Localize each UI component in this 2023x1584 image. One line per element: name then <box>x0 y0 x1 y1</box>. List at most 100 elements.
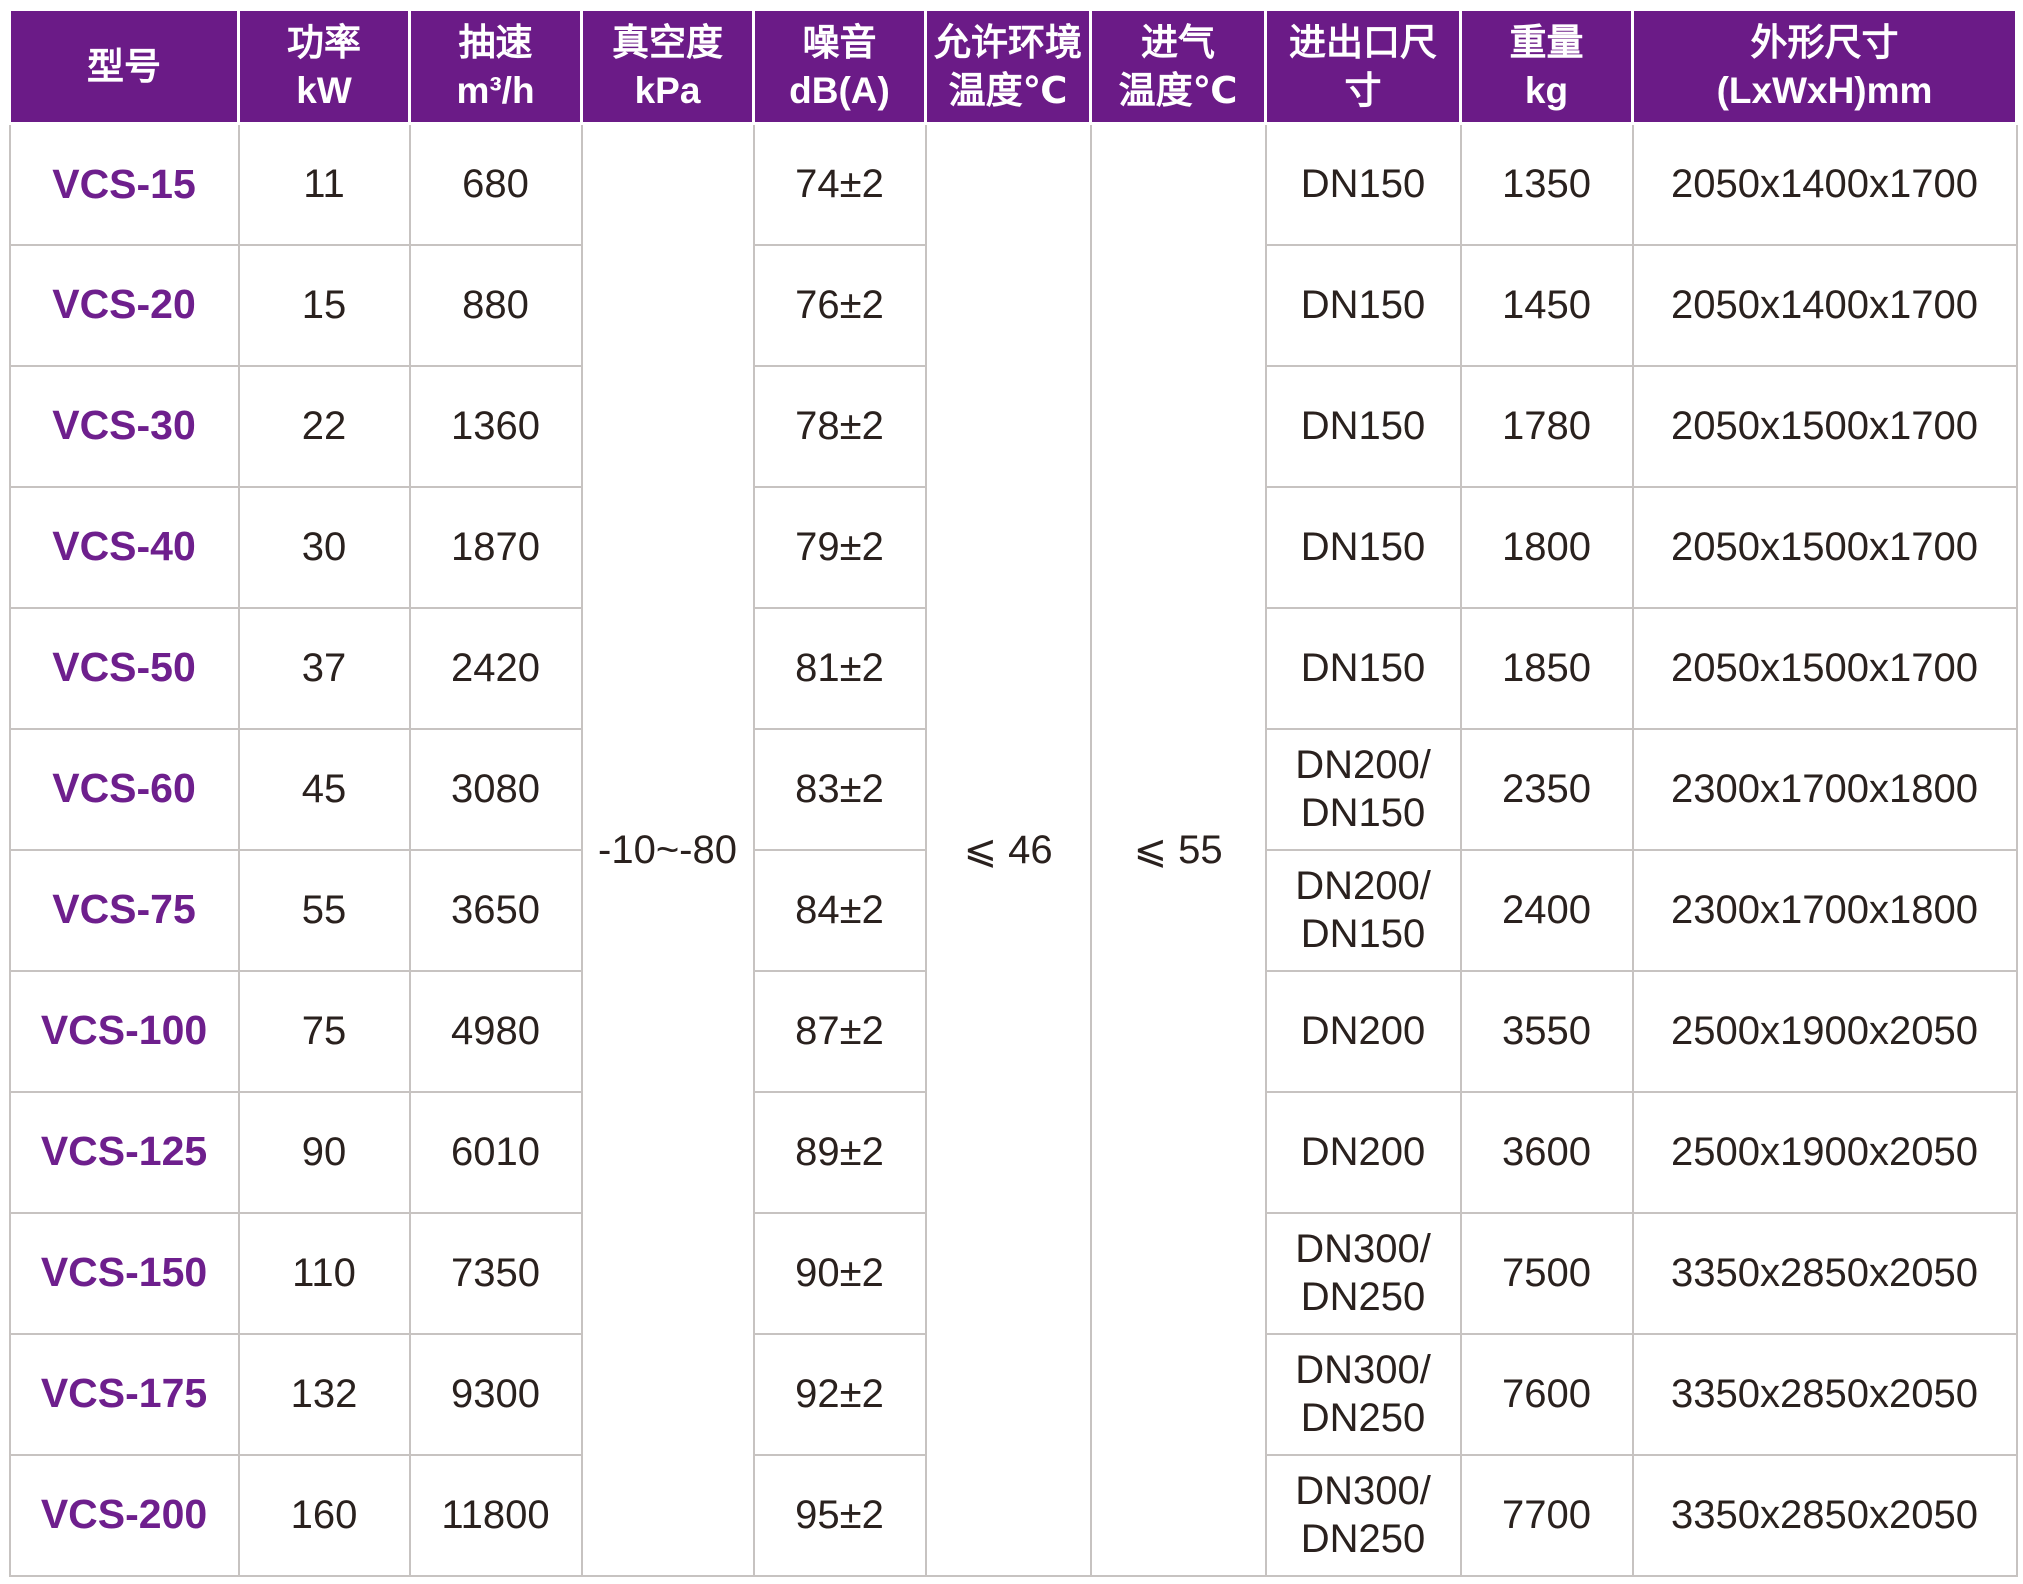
table-row: VCS-50 37 2420 81±2 DN150 1850 2050x1500… <box>8 606 2018 730</box>
speed-cell: 9300 <box>408 1332 583 1456</box>
noise-cell: 92±2 <box>752 1332 927 1456</box>
model-cell: VCS-50 <box>8 606 240 730</box>
speed-cell: 7350 <box>408 1211 583 1335</box>
vacuum-merged-cell: -10~-80 <box>580 122 755 1577</box>
noise-cell: 83±2 <box>752 727 927 851</box>
col-header-ambient-temp: 允许环境 温度℃ <box>924 8 1092 125</box>
dimensions-cell: 2050x1500x1700 <box>1631 485 2018 609</box>
ports-cell: DN200 <box>1264 969 1462 1093</box>
col-header-model: 型号 <box>8 8 240 125</box>
ports-cell: DN150 <box>1264 122 1462 246</box>
speed-cell: 880 <box>408 243 583 367</box>
ports-cell: DN300/DN250 <box>1264 1453 1462 1577</box>
weight-cell: 7500 <box>1459 1211 1634 1335</box>
speed-cell: 680 <box>408 122 583 246</box>
power-cell: 37 <box>237 606 411 730</box>
weight-cell: 1850 <box>1459 606 1634 730</box>
dimensions-cell: 2050x1400x1700 <box>1631 122 2018 246</box>
table-row: VCS-15 11 680 -10~-80 74±2 ⩽ 46 ⩽ 55 DN1… <box>8 122 2018 1577</box>
weight-cell: 3600 <box>1459 1090 1634 1214</box>
weight-cell: 7600 <box>1459 1332 1634 1456</box>
weight-cell: 2350 <box>1459 727 1634 851</box>
dimensions-cell: 3350x2850x2050 <box>1631 1332 2018 1456</box>
model-cell: VCS-40 <box>8 485 240 609</box>
noise-cell: 87±2 <box>752 969 927 1093</box>
power-cell: 55 <box>237 848 411 972</box>
dimensions-cell: 2050x1500x1700 <box>1631 606 2018 730</box>
ambient-temp-merged-cell: ⩽ 46 <box>924 122 1092 1577</box>
power-cell: 160 <box>237 1453 411 1577</box>
weight-cell: 1350 <box>1459 122 1634 246</box>
col-header-power: 功率 kW <box>237 8 411 125</box>
ports-cell: DN150 <box>1264 364 1462 488</box>
table-row: VCS-60 45 3080 83±2 DN200/DN150 2350 230… <box>8 727 2018 851</box>
col-header-weight: 重量 kg <box>1459 8 1634 125</box>
ports-cell: DN300/DN250 <box>1264 1332 1462 1456</box>
noise-cell: 81±2 <box>752 606 927 730</box>
speed-cell: 11800 <box>408 1453 583 1577</box>
speed-cell: 3080 <box>408 727 583 851</box>
speed-cell: 3650 <box>408 848 583 972</box>
ports-cell: DN200/DN150 <box>1264 727 1462 851</box>
table-row: VCS-175 132 9300 92±2 DN300/DN250 7600 3… <box>8 1332 2018 1456</box>
power-cell: 15 <box>237 243 411 367</box>
table-row: VCS-75 55 3650 84±2 DN200/DN150 2400 230… <box>8 848 2018 972</box>
table-row: VCS-100 75 4980 87±2 DN200 3550 2500x190… <box>8 969 2018 1093</box>
table-header-row: 型号 功率 kW 抽速 m³/h 真空度 kPa 噪音 dB(A) 允许环境 温度℃ 进气… <box>8 8 2018 125</box>
power-cell: 110 <box>237 1211 411 1335</box>
dimensions-cell: 2050x1400x1700 <box>1631 243 2018 367</box>
power-cell: 45 <box>237 727 411 851</box>
table-row: VCS-20 15 880 76±2 DN150 1450 2050x1400x… <box>8 243 2018 367</box>
model-cell: VCS-125 <box>8 1090 240 1214</box>
noise-cell: 89±2 <box>752 1090 927 1214</box>
ports-cell: DN300/DN250 <box>1264 1211 1462 1335</box>
noise-cell: 78±2 <box>752 364 927 488</box>
col-header-ports: 进出口尺寸 <box>1264 8 1462 125</box>
col-header-dimensions: 外形尺寸 (LxWxH)mm <box>1631 8 2018 125</box>
weight-cell: 1800 <box>1459 485 1634 609</box>
dimensions-cell: 2300x1700x1800 <box>1631 727 2018 851</box>
ports-cell: DN200 <box>1264 1090 1462 1214</box>
weight-cell: 2400 <box>1459 848 1634 972</box>
intake-temp-merged-cell: ⩽ 55 <box>1089 122 1267 1577</box>
model-cell: VCS-150 <box>8 1211 240 1335</box>
col-header-speed: 抽速 m³/h <box>408 8 583 125</box>
col-header-vacuum: 真空度 kPa <box>580 8 755 125</box>
power-cell: 90 <box>237 1090 411 1214</box>
model-cell: VCS-30 <box>8 364 240 488</box>
table-row: VCS-30 22 1360 78±2 DN150 1780 2050x1500… <box>8 364 2018 488</box>
power-cell: 132 <box>237 1332 411 1456</box>
ports-cell: DN150 <box>1264 606 1462 730</box>
model-cell: VCS-75 <box>8 848 240 972</box>
model-cell: VCS-100 <box>8 969 240 1093</box>
vcs-spec-table: 型号 功率 kW 抽速 m³/h 真空度 kPa 噪音 dB(A) 允许环境 温度℃ 进气… <box>8 8 2018 1577</box>
model-cell: VCS-200 <box>8 1453 240 1577</box>
noise-cell: 79±2 <box>752 485 927 609</box>
speed-cell: 2420 <box>408 606 583 730</box>
noise-cell: 84±2 <box>752 848 927 972</box>
dimensions-cell: 2050x1500x1700 <box>1631 364 2018 488</box>
dimensions-cell: 2300x1700x1800 <box>1631 848 2018 972</box>
model-cell: VCS-175 <box>8 1332 240 1456</box>
model-cell: VCS-20 <box>8 243 240 367</box>
table-row: VCS-200 160 11800 95±2 DN300/DN250 7700 … <box>8 1453 2018 1577</box>
col-header-intake-temp: 进气 温度℃ <box>1089 8 1267 125</box>
dimensions-cell: 2500x1900x2050 <box>1631 1090 2018 1214</box>
speed-cell: 4980 <box>408 969 583 1093</box>
col-header-noise: 噪音 dB(A) <box>752 8 927 125</box>
dimensions-cell: 2500x1900x2050 <box>1631 969 2018 1093</box>
dimensions-cell: 3350x2850x2050 <box>1631 1453 2018 1577</box>
ports-cell: DN150 <box>1264 485 1462 609</box>
ports-cell: DN200/DN150 <box>1264 848 1462 972</box>
table-row: VCS-40 30 1870 79±2 DN150 1800 2050x1500… <box>8 485 2018 609</box>
noise-cell: 90±2 <box>752 1211 927 1335</box>
power-cell: 30 <box>237 485 411 609</box>
noise-cell: 74±2 <box>752 122 927 246</box>
weight-cell: 3550 <box>1459 969 1634 1093</box>
model-cell: VCS-60 <box>8 727 240 851</box>
power-cell: 11 <box>237 122 411 246</box>
power-cell: 75 <box>237 969 411 1093</box>
power-cell: 22 <box>237 364 411 488</box>
speed-cell: 1870 <box>408 485 583 609</box>
